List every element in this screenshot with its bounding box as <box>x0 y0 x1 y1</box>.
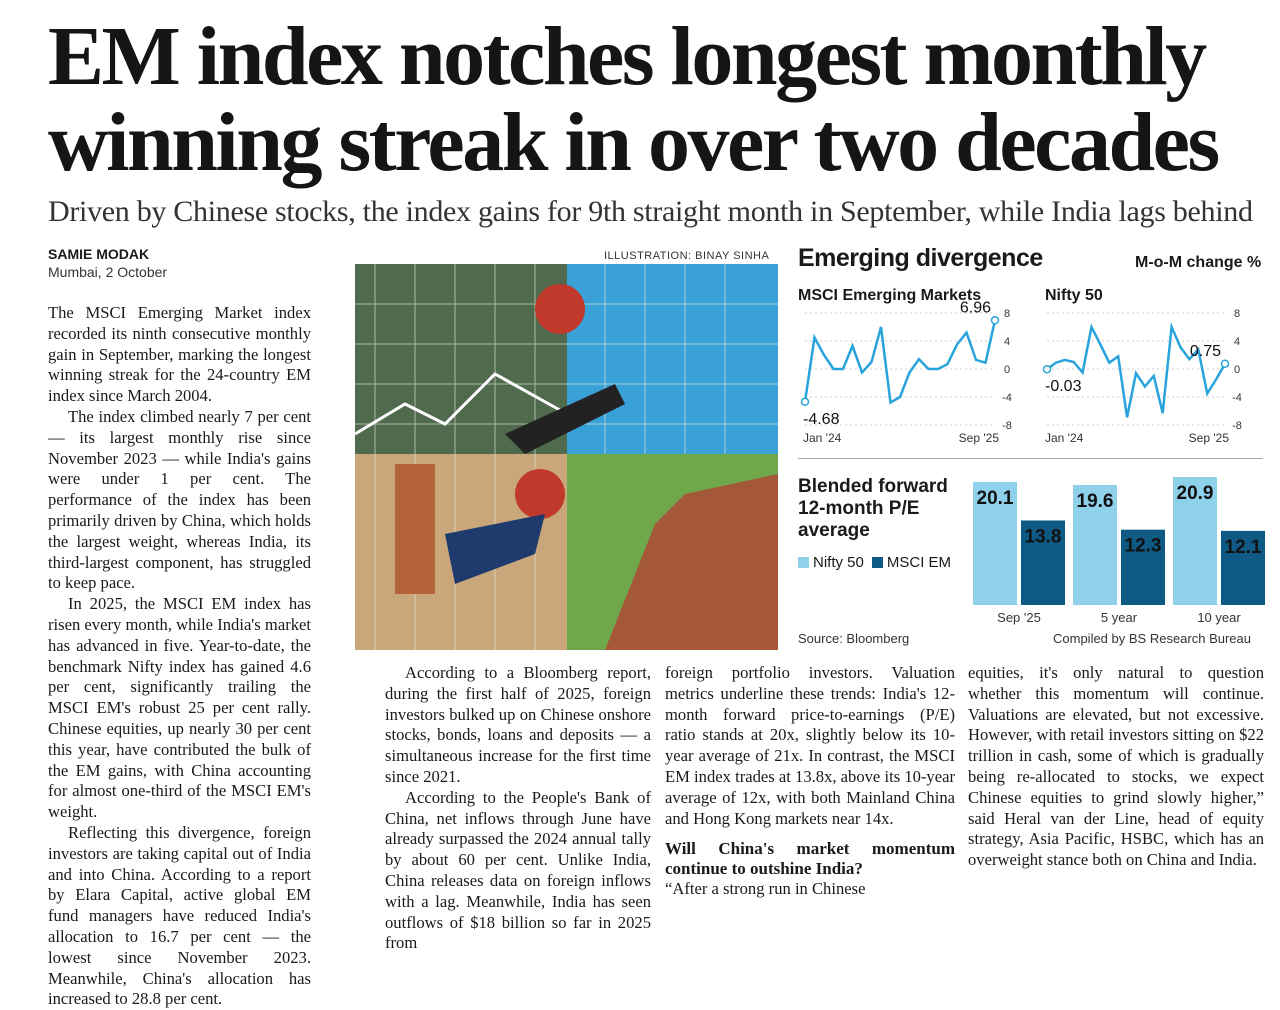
y-tick-label: 8 <box>1004 308 1010 320</box>
bar-msci <box>1221 530 1265 605</box>
illustration-credit: ILLUSTRATION: BINAY SINHA <box>604 250 770 262</box>
endpoint-marker <box>800 397 810 407</box>
category-label: Sep '25 <box>997 610 1041 625</box>
category-label: 5 year <box>1101 610 1138 625</box>
last-value-label: 6.96 <box>960 300 991 316</box>
subhead: Will China's market momentum continue to… <box>665 839 955 879</box>
bar-value-label: 12.3 <box>1125 536 1162 557</box>
endpoint-marker <box>1042 364 1052 374</box>
bar-chart-title: Blended forward 12-month P/E average <box>798 476 948 541</box>
headline: EM index notches longest monthly winning… <box>48 14 1268 186</box>
graphic-title: Emerging divergence <box>798 244 1043 272</box>
last-value-label: 0.75 <box>1190 343 1221 360</box>
paragraph: equities, it's only natural to question … <box>968 663 1264 870</box>
y-tick-label: -4 <box>1232 392 1242 404</box>
endpoint-marker <box>1220 359 1230 368</box>
source: Source: Bloomberg <box>798 631 910 646</box>
x-end-label: Sep '25 <box>959 431 1000 445</box>
paragraph: foreign portfolio investors. Valuation m… <box>665 663 955 828</box>
endpoint-marker <box>990 316 1000 325</box>
first-value-label: -0.03 <box>1045 378 1082 395</box>
msci-chart-title: MSCI Emerging Markets <box>798 287 982 304</box>
byline-author: SAMIE MODAK <box>48 246 150 262</box>
bar-value-label: 13.8 <box>1025 526 1062 547</box>
bar-msci <box>1021 520 1065 605</box>
bar-value-label: 12.1 <box>1225 537 1262 558</box>
line-charts: 8 4 0 -4 -8 -4.68 6.96 Jan '24 Sep '25 8 4 0 -4 -8 -0.… <box>800 300 1242 445</box>
deck: Driven by Chinese stocks, the index gain… <box>48 195 1253 228</box>
bar-msci <box>1121 529 1165 605</box>
illustration <box>355 264 778 650</box>
headline-line-1: EM index notches longest monthly <box>48 10 1207 103</box>
graphic-unit: M-o-M change % <box>1135 254 1262 271</box>
legend-nifty: Nifty 50 <box>813 554 864 571</box>
first-value-label: -4.68 <box>803 411 840 428</box>
paragraph: Reflecting this divergence, foreign inve… <box>48 822 311 1009</box>
y-tick-label: 8 <box>1234 308 1240 320</box>
y-tick-label: -4 <box>1002 392 1012 404</box>
paragraph: The index climbed nearly 7 per cent — it… <box>48 406 311 593</box>
paragraph: The MSCI Emerging Market index recorded … <box>48 303 311 406</box>
y-tick-label: -8 <box>1002 420 1012 432</box>
series-line <box>803 320 997 405</box>
headline-line-2: winning streak in over two decades <box>48 96 1220 189</box>
bar-value-label: 20.9 <box>1177 483 1214 504</box>
paragraph: According to a Bloomberg report, during … <box>385 663 651 786</box>
dateline: Mumbai, 2 October <box>48 264 168 280</box>
y-tick-label: 4 <box>1234 336 1240 348</box>
legend-swatch-msci <box>871 557 883 568</box>
compiled-by: Compiled by BS Research Bureau <box>1053 631 1251 646</box>
y-tick-label: 4 <box>1004 336 1010 348</box>
category-label: 10 year <box>1197 610 1241 625</box>
legend-msci: MSCI EM <box>886 554 952 571</box>
y-tick-label: 0 <box>1004 364 1010 376</box>
x-start-label: Jan '24 <box>803 431 842 445</box>
y-tick-label: -8 <box>1232 420 1242 432</box>
paragraph: In 2025, the MSCI EM index has risen eve… <box>48 594 311 822</box>
bar-nifty <box>973 481 1017 605</box>
bar-chart: 20.1 13.8 Sep '25 19.6 12.3 5 year 20.9 12.1 10 … <box>973 477 1265 625</box>
article-column-3: foreign portfolio investors. Valuation m… <box>665 663 955 900</box>
nifty-chart-title: Nifty 50 <box>1045 287 1103 304</box>
x-end-label: Sep '25 <box>1189 431 1230 445</box>
article-column-2: According to a Bloomberg report, during … <box>385 663 651 954</box>
bar-nifty <box>1173 477 1217 605</box>
legend-swatch-nifty <box>798 557 809 568</box>
bar-nifty <box>1073 484 1117 605</box>
bar-value-label: 20.1 <box>977 488 1014 509</box>
bar-legend: Nifty 50 MSCI EM <box>798 554 951 571</box>
x-start-label: Jan '24 <box>1045 431 1084 445</box>
article-column-4: equities, it's only natural to question … <box>968 663 1264 871</box>
series-line <box>1046 322 1227 418</box>
article-column-1: The MSCI Emerging Market index recorded … <box>48 303 311 1010</box>
bar-value-label: 19.6 <box>1077 491 1114 512</box>
paragraph: “After a strong run in Chinese <box>665 879 866 899</box>
y-tick-label: 0 <box>1234 364 1240 376</box>
paragraph: According to the People's Bank of China,… <box>385 787 651 953</box>
